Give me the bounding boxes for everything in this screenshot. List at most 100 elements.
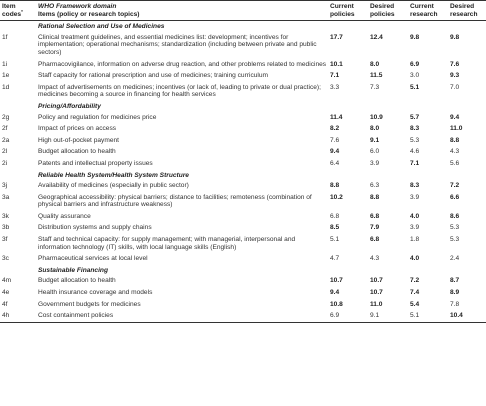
item-code: 3b [2, 224, 10, 232]
current-policies-value: 6.8 [330, 212, 340, 220]
desired-research-value: 7.2 [450, 182, 460, 190]
section-title: Rational Selection and Use of Medicines [38, 23, 165, 31]
table-row: 1f Clinical treatment guidelines, and ess… [0, 32, 486, 59]
header-desired-research: Desired research [448, 0, 486, 22]
section-row: Sustainable Financing [0, 265, 486, 276]
table-header-row: Item codes* WHO Framework domain Items (… [0, 0, 486, 22]
table-row: 3a Geographical accessibility: physical b… [0, 192, 486, 211]
current-research-value: 4.0 [410, 255, 420, 263]
header-current-policies: Current policies [328, 0, 368, 22]
desired-research-value: 5.3 [450, 224, 460, 232]
item-text: Impact of prices on access [38, 125, 117, 133]
item-text: Impact of advertisements on medicines; i… [38, 83, 321, 99]
desired-research-value: 7.8 [450, 300, 460, 308]
current-policies-value: 5.1 [330, 236, 340, 244]
item-code: 4f [2, 300, 8, 308]
item-code: 1d [2, 83, 10, 91]
desired-policies-value: 6.0 [370, 148, 380, 156]
desired-research-value: 5.3 [450, 236, 460, 244]
desired-research-value: 9.4 [450, 113, 460, 121]
current-policies-value: 8.2 [330, 125, 340, 133]
current-policies-value: 6.9 [328, 310, 368, 323]
item-text: Quality assurance [38, 212, 91, 220]
desired-policies-value: 6.3 [370, 182, 380, 190]
item-text: Availability of medicines (especially in… [38, 182, 189, 190]
current-research-value: 4.6 [410, 148, 420, 156]
table-body: Rational Selection and Use of Medicines 1… [0, 21, 486, 323]
current-research-value: 4.0 [410, 212, 420, 220]
current-research-value: 8.3 [410, 182, 420, 190]
current-research-value: 6.9 [410, 60, 420, 68]
item-code: 3f [2, 236, 8, 244]
desired-policies-value: 7.9 [370, 224, 380, 232]
table-row: 2f Impact of prices on access 8.2 8.0 8.3 11.… [0, 123, 486, 135]
section-spacer [0, 101, 38, 112]
current-policies-value: 6.4 [330, 159, 340, 167]
section-row: Rational Selection and Use of Medicines [0, 21, 486, 32]
header-desired-policies: Desired policies [368, 0, 408, 22]
table-row: 2l Budget allocation to health 9.4 6.0 4.6 4.… [0, 146, 486, 158]
table-row: 2a High out-of-pocket payment 7.6 9.1 5.3 8.8 [0, 135, 486, 147]
desired-research-value: 6.6 [450, 193, 460, 201]
current-research-value: 5.7 [410, 113, 420, 121]
data-table: Item codes* WHO Framework domain Items (… [0, 0, 486, 323]
item-text: Government budgets for medicines [38, 300, 141, 308]
item-text: Staff capacity for rational prescription… [38, 72, 269, 80]
item-code: 1i [2, 60, 8, 68]
item-text: Pharmacovigilance, information on advers… [38, 60, 327, 68]
item-text: Budget allocation to health [38, 277, 116, 285]
desired-research-value: 10.4 [448, 310, 486, 323]
item-code: 2i [2, 159, 8, 167]
current-policies-value: 10.7 [330, 277, 343, 285]
table-row: 4e Health insurance coverage and models 9.… [0, 287, 486, 299]
current-research-value: 3.9 [410, 193, 420, 201]
desired-policies-value: 9.1 [368, 310, 408, 323]
desired-research-value: 11.0 [450, 125, 463, 133]
table-row: 1e Staff capacity for rational prescripti… [0, 70, 486, 82]
desired-research-value: 8.9 [450, 289, 460, 297]
item-text: Distribution systems and supply chains [38, 224, 152, 232]
header-current-research: Current research [408, 0, 448, 22]
current-research-value: 8.3 [410, 125, 420, 133]
current-research-value: 1.8 [410, 236, 420, 244]
item-code: 3j [2, 182, 8, 190]
item-text: Staff and technical capacity: for supply… [38, 236, 296, 251]
desired-policies-value: 11.0 [370, 300, 383, 308]
item-text: Pharmaceutical services at local level [38, 255, 148, 263]
current-policies-value: 10.8 [330, 300, 343, 308]
desired-research-value: 2.4 [450, 255, 460, 263]
current-policies-value: 4.7 [330, 255, 340, 263]
current-policies-value: 8.5 [330, 224, 340, 232]
current-research-value: 7.2 [410, 277, 420, 285]
desired-research-value: 8.8 [450, 136, 460, 144]
item-text: Policy and regulation for medicines pric… [38, 113, 157, 121]
desired-policies-value: 11.5 [370, 72, 383, 80]
section-row: Reliable Health System/Health System Str… [0, 170, 486, 181]
current-policies-value: 7.1 [330, 72, 340, 80]
desired-policies-value: 6.8 [370, 236, 380, 244]
desired-policies-value: 8.8 [370, 193, 380, 201]
item-code: 1e [2, 72, 10, 80]
table-row: 2g Policy and regulation for medicines pr… [0, 112, 486, 124]
current-policies-value: 10.1 [330, 60, 343, 68]
item-code: 4e [2, 289, 10, 297]
table-row: 3c Pharmaceutical services at local level… [0, 253, 486, 265]
item-text: High out-of-pocket payment [38, 136, 119, 144]
desired-research-value: 9.8 [450, 33, 460, 41]
item-code: 4m [2, 277, 12, 285]
header-item-codes: Item codes* [0, 0, 38, 22]
current-research-value: 9.8 [410, 33, 420, 41]
current-research-value: 5.1 [410, 83, 420, 91]
table-row: 3k Quality assurance 6.8 6.8 4.0 8.6 [0, 211, 486, 223]
desired-policies-value: 3.9 [370, 159, 380, 167]
item-text: Clinical treatment guidelines, and essen… [38, 33, 317, 56]
current-research-value: 5.1 [408, 310, 448, 323]
desired-policies-value: 4.3 [370, 255, 380, 263]
current-policies-value: 9.4 [330, 289, 340, 297]
section-spacer [0, 170, 38, 181]
header-items-title: Items (policy or research topics) [38, 10, 140, 18]
current-research-value: 7.1 [410, 159, 420, 167]
table-row: 1i Pharmacovigilance, information on adve… [0, 59, 486, 71]
header-domain-title: WHO Framework domain [38, 3, 117, 10]
section-row: Pricing/Affordability [0, 101, 486, 112]
